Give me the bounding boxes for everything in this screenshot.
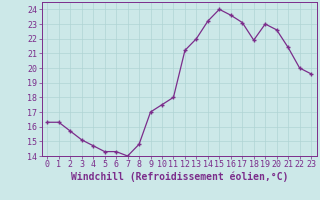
X-axis label: Windchill (Refroidissement éolien,°C): Windchill (Refroidissement éolien,°C) (70, 172, 288, 182)
